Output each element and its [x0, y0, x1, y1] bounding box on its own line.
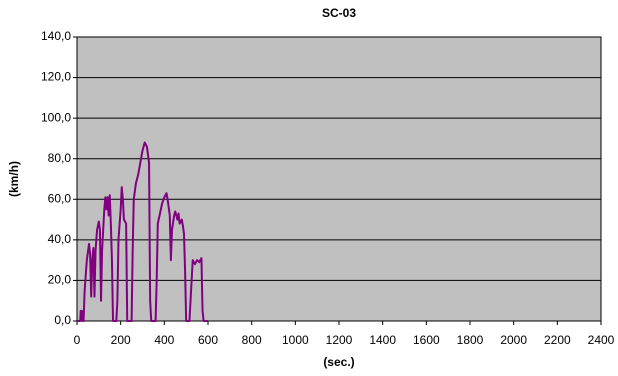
- x-tick-label: 2000: [500, 333, 527, 347]
- x-tick-label: 1400: [369, 333, 396, 347]
- x-tick-label: 0: [74, 333, 81, 347]
- x-tick-label: 800: [242, 333, 262, 347]
- x-tick-label: 600: [198, 333, 218, 347]
- x-tick-label: 1200: [326, 333, 353, 347]
- x-tick-label: 1000: [282, 333, 309, 347]
- x-axis-label: (sec.): [323, 355, 354, 369]
- y-tick-label: 40,0: [48, 232, 72, 246]
- data-line: [77, 141, 208, 322]
- y-axis-label: (km/h): [7, 161, 21, 197]
- plot-border: [76, 36, 602, 322]
- x-tick-label: 1800: [457, 333, 484, 347]
- y-tick-label: 100,0: [41, 110, 71, 124]
- y-tick-label: 140,0: [41, 29, 71, 43]
- y-tick-label: 60,0: [48, 191, 72, 205]
- y-tick-label: 20,0: [48, 273, 72, 287]
- y-tick-label: 120,0: [41, 70, 71, 84]
- plot-area: [77, 37, 601, 321]
- x-tick-label: 400: [154, 333, 174, 347]
- y-tick-label: 0,0: [54, 313, 71, 327]
- x-tick-label: 200: [111, 333, 131, 347]
- x-tick-label: 1600: [413, 333, 440, 347]
- x-tick-label: 2200: [544, 333, 571, 347]
- chart-title: SC-03: [322, 6, 356, 20]
- y-tick-label: 80,0: [48, 151, 72, 165]
- x-tick-label: 2400: [588, 333, 615, 347]
